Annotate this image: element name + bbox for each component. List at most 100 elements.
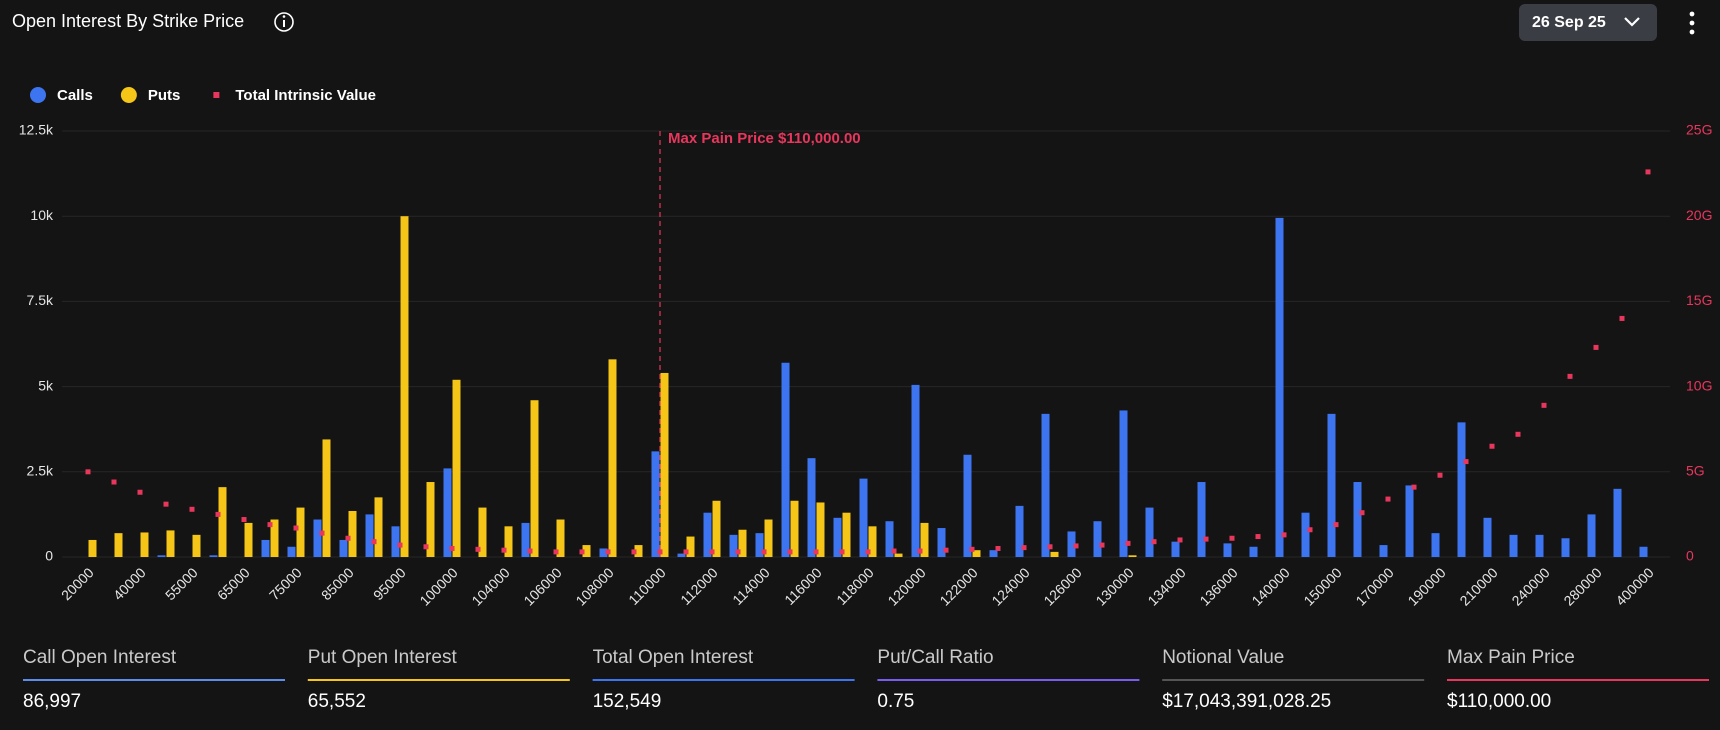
stat-value: 0.75 [877,691,914,712]
y-tick-label: 2.5k [27,463,54,479]
info-icon[interactable] [274,12,294,32]
intrinsic-point [917,548,923,554]
date-dropdown[interactable]: 26 Sep 25 [1519,4,1657,41]
intrinsic-point [189,506,195,512]
bar [920,522,929,557]
y-tick-label: 12.5k [19,122,54,138]
intrinsic-point [293,525,299,531]
bar [443,468,452,557]
bar [521,522,530,557]
x-tick-label: 210000 [1456,564,1500,608]
bar [452,379,461,557]
intrinsic-point [1099,542,1105,548]
intrinsic-point [579,549,585,555]
bar [313,519,322,557]
bar [391,526,400,557]
intrinsic-point [1463,459,1469,465]
bar [1093,521,1102,557]
menu-button[interactable] [1689,11,1695,35]
bar [677,553,686,557]
intrinsic-point [683,549,689,555]
bar [400,216,409,557]
bar [1327,413,1336,557]
intrinsic-point [319,530,325,536]
intrinsic-point [1515,431,1521,437]
intrinsic-point [1567,373,1573,379]
intrinsic-point [85,469,91,475]
intrinsic-point [215,511,221,517]
y-tick-label: 0 [45,548,53,564]
y2-tick-label: 0 [1686,548,1694,564]
intrinsic-point [1385,496,1391,502]
intrinsic-point [1255,534,1261,540]
intrinsic-point [1593,344,1599,350]
x-tick-label: 40000 [110,564,149,603]
intrinsic-point [631,549,637,555]
bar [764,519,773,557]
bar [781,362,790,557]
x-tick-label: 120000 [884,564,928,608]
bar [1405,485,1414,557]
bar [634,545,643,557]
stat-value: $110,000.00 [1447,691,1551,712]
intrinsic-point [371,539,377,545]
intrinsic-point [1021,545,1027,551]
bar [478,507,487,557]
bar [738,529,747,557]
bar [885,521,894,557]
x-tick-label: 136000 [1196,564,1240,608]
intrinsic-point [1437,472,1443,478]
x-tick-label: 126000 [1040,564,1084,608]
intrinsic-point [1645,169,1651,175]
stat-label: Max Pain Price [1447,647,1575,668]
stat-label: Put Open Interest [308,647,458,668]
intrinsic-point [527,548,533,554]
bar [88,539,97,557]
bar [703,512,712,557]
intrinsic-point [111,479,117,485]
intrinsic-point [891,548,897,554]
bar [192,534,201,557]
bar [729,534,738,557]
stat-value: $17,043,391,028.25 [1162,691,1331,712]
bar [261,539,270,557]
bar [1145,507,1154,557]
bar [157,555,166,557]
intrinsic-point [1619,315,1625,321]
x-tick-label: 104000 [468,564,512,608]
intrinsic-point [241,517,247,523]
intrinsic-point [1177,537,1183,543]
x-tick-label: 20000 [58,564,97,603]
bar [339,539,348,557]
bar [1223,543,1232,557]
x-tick-label: 140000 [1248,564,1292,608]
intrinsic-point [709,549,715,555]
bar [1431,533,1440,557]
y2-tick-label: 5G [1686,463,1705,479]
bar [1509,534,1518,557]
bar [868,526,877,557]
bar [1613,488,1622,557]
intrinsic-point [267,522,273,528]
legend-label: Total Intrinsic Value [235,87,376,104]
bar [218,487,227,557]
x-tick-label: 65000 [214,564,253,603]
x-tick-label: 85000 [318,564,357,603]
stat-label: Notional Value [1162,647,1284,668]
bar [1353,482,1362,557]
y-tick-label: 5k [38,377,54,393]
intrinsic-point [1073,543,1079,549]
bar [1128,555,1137,557]
x-tick-label: 112000 [677,564,721,608]
bar [426,482,435,557]
bar [1379,545,1388,557]
bar [790,500,799,557]
bar [365,514,374,557]
bar [937,528,946,557]
intrinsic-point [605,549,611,555]
x-tick-label: 106000 [520,564,564,608]
x-tick-label: 95000 [370,564,409,603]
bar [816,502,825,557]
bar [651,451,660,557]
intrinsic-point [839,549,845,555]
